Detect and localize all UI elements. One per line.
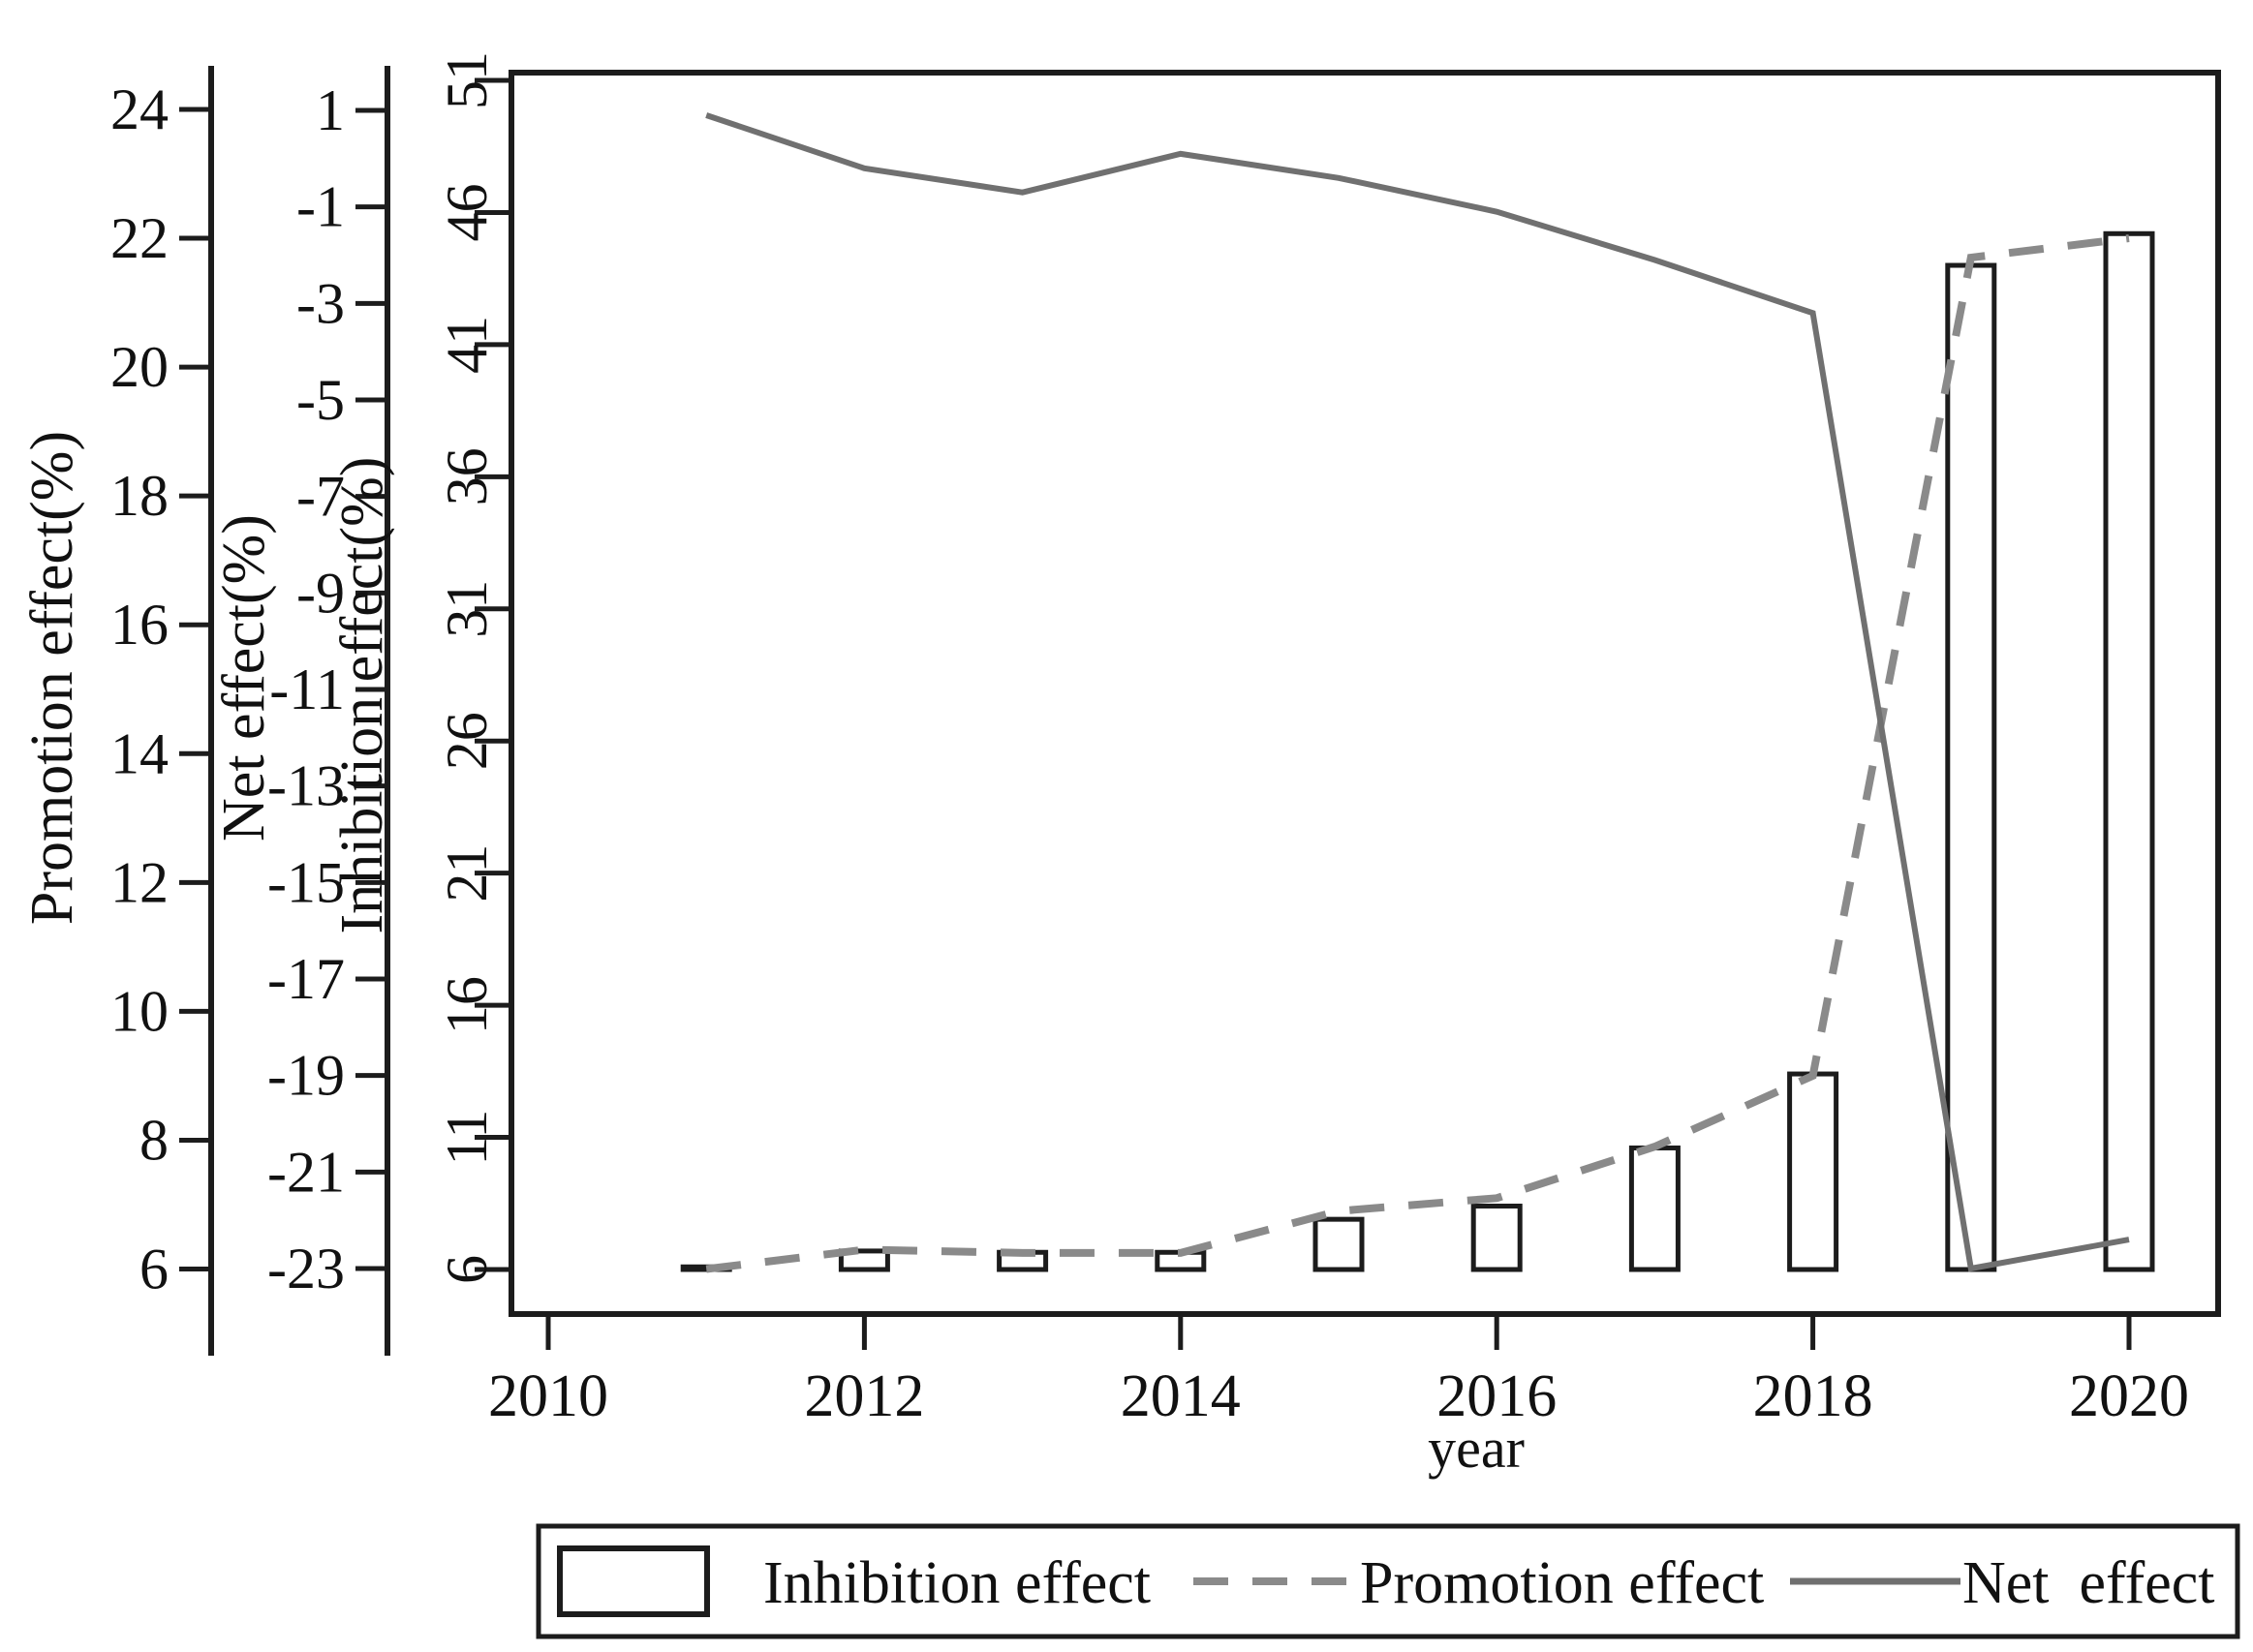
x-axis-title: year xyxy=(1428,1417,1525,1480)
x-tick-label: 2018 xyxy=(1753,1363,1873,1429)
inhibition-tick-label: 6 xyxy=(435,1255,499,1284)
x-tick-label: 2020 xyxy=(2069,1363,2189,1429)
inhibition-bar-2018 xyxy=(1787,1071,1839,1272)
legend-label-net: Net effect xyxy=(1962,1550,2214,1616)
legend-label-promotion: Promotion effect xyxy=(1360,1550,1764,1616)
inhibition-bar-2017 xyxy=(1628,1145,1681,1272)
net-effect-line xyxy=(705,112,2130,1272)
inhibition-tick-label: 21 xyxy=(435,844,499,902)
net-axis-title: Net effect(%) xyxy=(211,514,277,841)
promotion-tick-label: 18 xyxy=(110,464,169,528)
inhibition-tick-label: 36 xyxy=(435,447,499,505)
promotion-tick-label: 10 xyxy=(110,979,169,1043)
inhibition-tick-label: 26 xyxy=(435,712,499,770)
promotion-tick-label: 22 xyxy=(110,206,169,270)
net-tick-label: -15 xyxy=(267,850,345,914)
promotion-tick-label: 16 xyxy=(110,593,169,657)
promotion-axis-title: Promotion effect(%) xyxy=(19,431,85,925)
net-tick-label: -11 xyxy=(269,658,345,721)
promotion-tick-label: 8 xyxy=(139,1108,169,1172)
inhibition-bar-2015 xyxy=(1312,1216,1365,1272)
net-tick-label: -19 xyxy=(267,1044,345,1108)
net-tick-label: -5 xyxy=(296,368,345,432)
inhibition-axis-title: Inhibition effect(%) xyxy=(329,457,395,934)
net-tick-label: -3 xyxy=(296,271,345,335)
net-tick-label: -7 xyxy=(296,465,345,529)
net-tick-label: -17 xyxy=(267,947,345,1011)
inhibition-tick-label: 11 xyxy=(435,1110,499,1166)
inhibition-tick-label: 51 xyxy=(435,51,499,109)
net-tick-label: -23 xyxy=(267,1237,345,1300)
legend-label-inhibition: Inhibition effect xyxy=(763,1550,1151,1616)
net-tick-label: -1 xyxy=(296,175,345,239)
inhibition-bar-2020 xyxy=(2103,230,2155,1272)
x-tick-label: 2016 xyxy=(1436,1363,1557,1429)
x-tick-label: 2010 xyxy=(488,1363,608,1429)
inhibition-tick-label: 41 xyxy=(435,316,499,374)
promotion-tick-label: 12 xyxy=(110,850,169,914)
x-tick-label: 2014 xyxy=(1121,1363,1241,1429)
inhibition-bar-2019 xyxy=(1945,262,1997,1272)
inhibition-bar-2016 xyxy=(1470,1204,1523,1272)
legend-bar-swatch xyxy=(557,1545,710,1617)
promotion-line xyxy=(705,234,2130,1273)
inhibition-tick-label: 31 xyxy=(435,580,499,638)
inhibition-tick-label: 46 xyxy=(435,183,499,241)
inhibition-tick-label: 16 xyxy=(435,976,499,1034)
net-tick-label: -9 xyxy=(296,561,345,625)
net-tick-label: -21 xyxy=(267,1140,345,1204)
promotion-tick-label: 24 xyxy=(110,77,169,141)
promotion-tick-label: 20 xyxy=(110,335,169,399)
net-tick-label: -13 xyxy=(267,754,345,818)
plot-frame xyxy=(509,70,2221,1317)
x-tick-label: 2012 xyxy=(804,1363,924,1429)
promotion-tick-label: 6 xyxy=(139,1238,169,1301)
inhibition-bar-2012 xyxy=(838,1248,890,1272)
promotion-tick-label: 14 xyxy=(110,721,169,785)
net-tick-label: 1 xyxy=(316,78,345,142)
